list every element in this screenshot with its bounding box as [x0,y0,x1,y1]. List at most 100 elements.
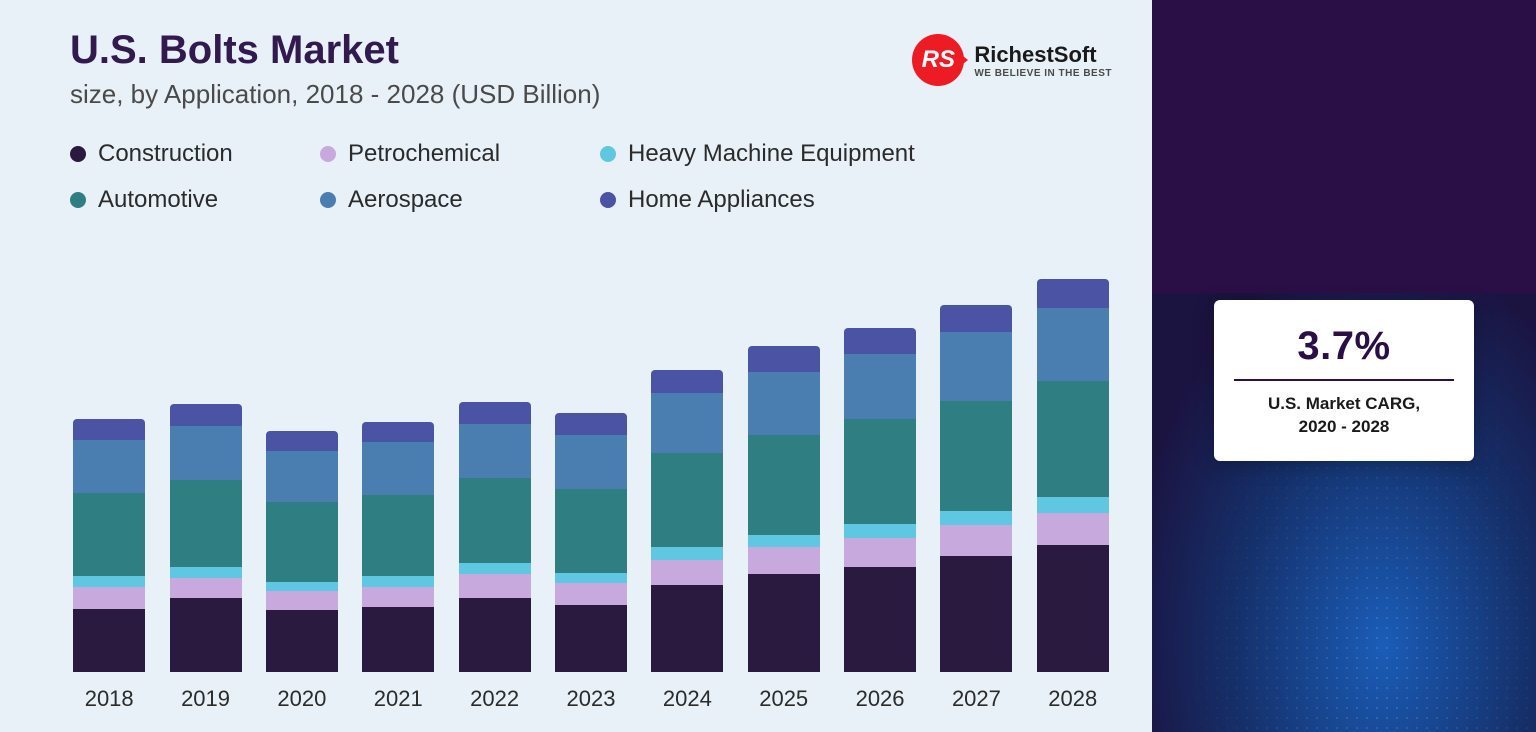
logo-text: RichestSoft WE BELIEVE IN THE BEST [974,42,1112,79]
x-axis-labels: 2018201920202021202220232024202520262027… [70,686,1112,712]
bar-segment-home_appliances [459,402,531,424]
legend-item: Home Appliances [600,186,1112,214]
logo-name: RichestSoft [974,42,1112,68]
bar-segment-aerospace [844,354,916,419]
cagr-label: U.S. Market CARG, 2020 - 2028 [1234,393,1454,439]
legend-label: Automotive [98,186,218,214]
bar-segment-heavy_machine [170,567,242,578]
bar-stack [748,346,820,672]
bar-stack [266,431,338,672]
bar-segment-petrochemical [651,560,723,585]
bar-stack [170,404,242,672]
bar-segment-home_appliances [844,328,916,353]
bar-segment-petrochemical [266,591,338,611]
bar-segment-heavy_machine [844,524,916,538]
cagr-value: 3.7% [1234,324,1454,369]
bar-segment-petrochemical [170,578,242,598]
bar-segment-heavy_machine [748,535,820,548]
x-axis-label: 2022 [455,686,533,712]
bar-segment-heavy_machine [266,582,338,591]
right-panel-top-bg [1152,0,1536,293]
bar-segment-automotive [459,478,531,563]
bar-segment-construction [170,598,242,672]
bar-segment-construction [555,605,627,672]
bar-segment-automotive [73,493,145,576]
bar-segment-home_appliances [1037,279,1109,308]
bar-segment-home_appliances [362,422,434,442]
x-axis-label: 2020 [263,686,341,712]
x-axis-label: 2021 [359,686,437,712]
right-panel: 3.7% U.S. Market CARG, 2020 - 2028 [1152,0,1536,732]
bar-segment-aerospace [651,393,723,453]
x-axis-label: 2028 [1034,686,1112,712]
bar-segment-automotive [940,401,1012,511]
legend-label: Aerospace [348,186,463,214]
header-row: U.S. Bolts Market size, by Application, … [70,28,1112,110]
chart-subtitle: size, by Application, 2018 - 2028 (USD B… [70,79,600,110]
bar-column [70,419,148,672]
bar-segment-aerospace [555,435,627,489]
bar-column [455,402,533,672]
bar-stack [651,370,723,672]
bar-segment-petrochemical [555,583,627,605]
bar-segment-construction [651,585,723,672]
bar-segment-petrochemical [748,547,820,574]
bar-segment-heavy_machine [555,573,627,584]
bar-segment-petrochemical [940,525,1012,556]
bars-row [70,234,1112,674]
legend-item: Automotive [70,186,310,214]
x-axis-label: 2026 [841,686,919,712]
bar-segment-heavy_machine [362,576,434,587]
bar-segment-automotive [844,419,916,524]
bar-segment-home_appliances [940,305,1012,332]
bar-segment-construction [940,556,1012,672]
bar-segment-home_appliances [748,346,820,371]
bar-segment-heavy_machine [651,547,723,560]
logo-tagline: WE BELIEVE IN THE BEST [974,68,1112,79]
bar-segment-home_appliances [555,413,627,435]
legend-label: Home Appliances [628,186,815,214]
bar-segment-aerospace [362,442,434,494]
bar-segment-automotive [651,453,723,547]
chart-area: 2018201920202021202220232024202520262027… [70,234,1112,712]
bar-segment-petrochemical [459,574,531,598]
bar-column [166,404,244,672]
bar-stack [555,413,627,672]
legend-dot-icon [320,146,336,162]
bar-segment-automotive [748,435,820,535]
brand-logo: RS RichestSoft WE BELIEVE IN THE BEST [912,34,1112,86]
bar-segment-construction [362,607,434,672]
cagr-label-line1: U.S. Market CARG, [1268,394,1420,413]
bar-stack [844,328,916,672]
bar-stack [940,305,1012,672]
cagr-card: 3.7% U.S. Market CARG, 2020 - 2028 [1214,300,1474,461]
bar-segment-aerospace [1037,308,1109,380]
bar-segment-construction [73,609,145,672]
bar-stack [362,422,434,672]
bar-segment-aerospace [459,424,531,478]
cagr-label-line2: 2020 - 2028 [1299,417,1390,436]
bar-stack [73,419,145,672]
left-panel: U.S. Bolts Market size, by Application, … [0,0,1152,732]
cagr-divider [1234,379,1454,381]
legend-dot-icon [600,146,616,162]
bar-segment-aerospace [170,426,242,480]
bar-segment-aerospace [266,451,338,502]
bar-segment-heavy_machine [459,563,531,574]
bar-segment-petrochemical [1037,513,1109,546]
bar-segment-automotive [362,495,434,576]
chart-title: U.S. Bolts Market [70,28,600,73]
x-axis-label: 2023 [552,686,630,712]
logo-badge-icon: RS [912,34,964,86]
bar-segment-home_appliances [651,370,723,394]
bar-segment-petrochemical [362,587,434,607]
bar-column [359,422,437,672]
bar-segment-automotive [555,489,627,572]
bar-stack [1037,279,1109,672]
legend-dot-icon [600,192,616,208]
bar-column [1034,279,1112,672]
legend: ConstructionPetrochemicalHeavy Machine E… [70,140,1112,214]
bar-segment-heavy_machine [940,511,1012,525]
bar-column [552,413,630,672]
legend-label: Heavy Machine Equipment [628,140,915,168]
